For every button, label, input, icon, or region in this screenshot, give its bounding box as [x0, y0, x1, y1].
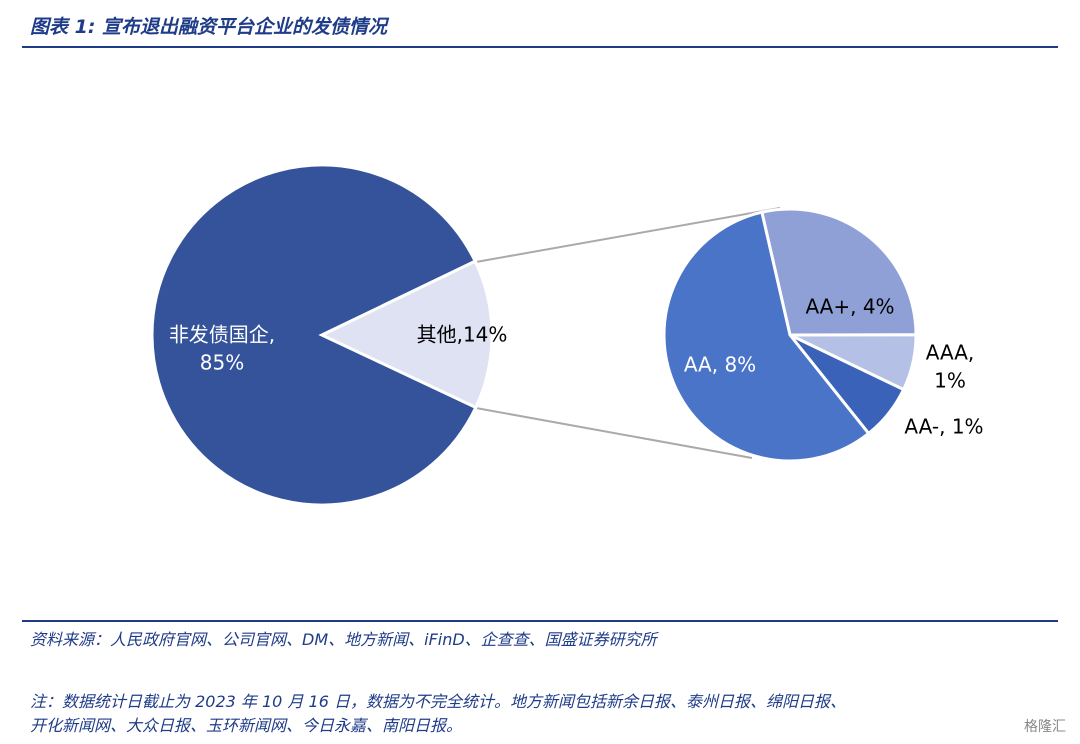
- note: 注：数据统计日截止为 2023 年 10 月 16 日，数据为不完全统计。地方新…: [30, 692, 846, 711]
- data-label: AAA,: [926, 341, 975, 365]
- data-label: 1%: [934, 369, 966, 393]
- connector: [475, 407, 753, 459]
- data-label: AA+, 4%: [805, 295, 894, 319]
- pie-slice: [318, 259, 494, 410]
- source: 资料来源：人民政府官网、公司官网、DM、地方新闻、iFinD、企查查、国盛证券研…: [30, 630, 657, 649]
- pie-slice: [662, 210, 871, 463]
- data-label: 85%: [200, 351, 244, 375]
- pie-slice: [760, 207, 918, 337]
- title: 图表 1: 宣布退出融资平台企业的发债情况: [30, 16, 388, 38]
- note: 开化新闻网、大众日报、玉环新闻网、今日永嘉、南阳日报。: [30, 716, 463, 735]
- rule: [22, 46, 1058, 48]
- data-label: AA-, 1%: [904, 415, 983, 439]
- chart: 非发债国企, 85% 其他,14% AA+, 4% AAA, 1% AA-, 1% AA, 8…: [150, 163, 984, 507]
- data-label: AA, 8%: [684, 353, 756, 377]
- watermark: 格隆汇: [1024, 719, 1066, 735]
- data-label: 非发债国企,: [169, 323, 275, 347]
- connector: [475, 207, 781, 263]
- pie-slice: [150, 163, 478, 507]
- data-label: 其他,14%: [417, 323, 508, 347]
- rule: [22, 620, 1058, 622]
